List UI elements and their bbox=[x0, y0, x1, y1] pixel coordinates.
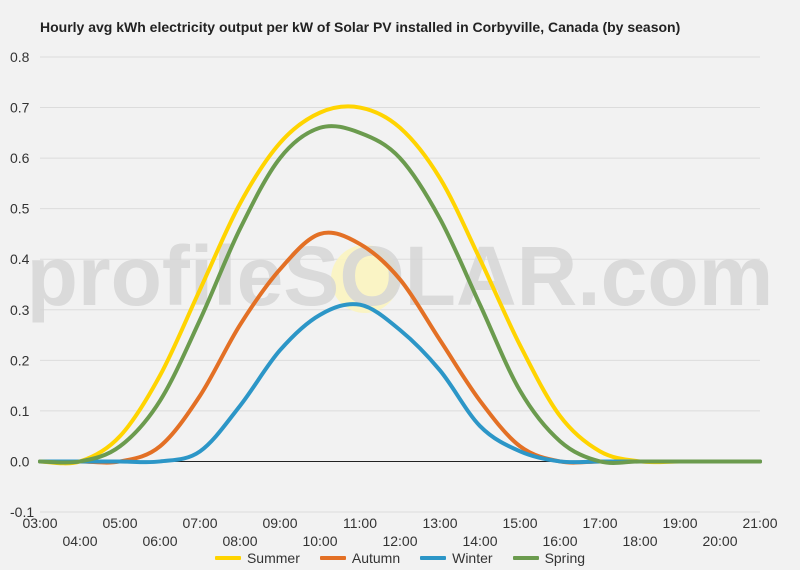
x-tick-label: 15:00 bbox=[502, 515, 537, 531]
series-line-winter bbox=[38, 302, 762, 465]
y-tick-label: 0.4 bbox=[10, 251, 30, 267]
legend-item-spring: Spring bbox=[512, 550, 586, 566]
x-tick-label: 07:00 bbox=[182, 515, 217, 531]
x-tick-label: 04:00 bbox=[62, 533, 97, 549]
y-tick-label: 0.5 bbox=[10, 201, 30, 217]
x-tick-label: 05:00 bbox=[102, 515, 137, 531]
x-tick-label: 11:00 bbox=[343, 515, 377, 531]
legend-swatch bbox=[214, 556, 241, 560]
legend-item-autumn: Autumn bbox=[319, 550, 401, 566]
x-tick-label: 12:00 bbox=[382, 533, 417, 549]
y-tick-label: 0.0 bbox=[10, 453, 30, 469]
legend-item-winter: Winter bbox=[420, 550, 493, 566]
x-tick-label: 13:00 bbox=[422, 515, 457, 531]
legend-label: Spring bbox=[544, 550, 586, 566]
legend-label: Summer bbox=[246, 550, 300, 566]
x-tick-label: 08:00 bbox=[222, 533, 257, 549]
series-line-spring bbox=[38, 124, 762, 465]
y-axis-ticks: -0.1 0.0 0.1 0.2 0.3 0.4 0.5 0.6 0.7 0.8 bbox=[10, 49, 34, 520]
y-tick-label: 0.1 bbox=[10, 403, 30, 419]
x-tick-label: 17:00 bbox=[582, 515, 617, 531]
legend: Summer Autumn Winter Spring bbox=[0, 550, 800, 566]
series-lines bbox=[38, 104, 762, 466]
y-tick-label: 0.2 bbox=[10, 352, 30, 368]
x-tick-label: 09:00 bbox=[262, 515, 297, 531]
x-axis-ticks: 03:00 04:00 05:00 06:00 07:00 08:00 09:00 10:00… bbox=[22, 515, 777, 549]
legend-swatch bbox=[512, 556, 539, 560]
chart-title: Hourly avg kWh electricity output per kW… bbox=[40, 19, 681, 35]
y-tick-label: 0.8 bbox=[10, 49, 30, 65]
legend-swatch bbox=[319, 556, 346, 560]
legend-swatch bbox=[420, 556, 447, 560]
x-tick-label: 06:00 bbox=[142, 533, 177, 549]
watermark-text: profileSOLAR.com bbox=[27, 229, 774, 323]
y-tick-label: 0.7 bbox=[10, 100, 30, 116]
gridlines bbox=[40, 56, 760, 513]
y-tick-label: 0.6 bbox=[10, 150, 30, 166]
y-tick-label: -0.1 bbox=[10, 504, 34, 520]
legend-label: Autumn bbox=[351, 550, 401, 566]
x-tick-label: 21:00 bbox=[742, 515, 777, 531]
x-tick-label: 18:00 bbox=[622, 533, 657, 549]
y-tick-label: 0.3 bbox=[10, 302, 30, 318]
x-tick-label: 14:00 bbox=[462, 533, 497, 549]
x-tick-label: 20:00 bbox=[702, 533, 737, 549]
legend-label: Winter bbox=[452, 550, 493, 566]
watermark: profileSOLAR.com bbox=[27, 229, 774, 323]
x-tick-label: 10:00 bbox=[302, 533, 337, 549]
x-tick-label: 16:00 bbox=[542, 533, 577, 549]
legend-item-summer: Summer bbox=[214, 550, 300, 566]
x-tick-label: 19:00 bbox=[662, 515, 697, 531]
x-tick-label: 03:00 bbox=[22, 515, 57, 531]
